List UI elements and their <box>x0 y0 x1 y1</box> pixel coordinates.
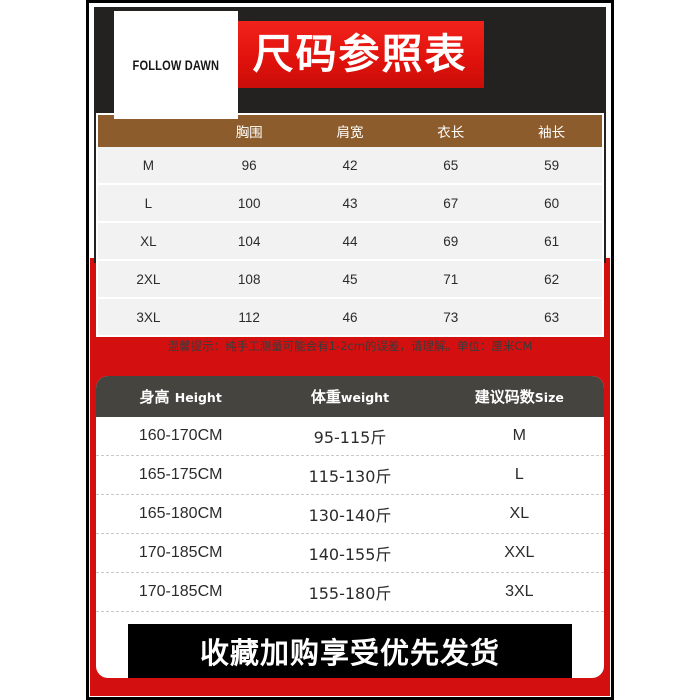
rec-cell-size: XL <box>509 505 530 522</box>
size-table: 胸围 肩宽 衣长 袖长 M 96 42 65 59 L 100 43 <box>98 115 602 335</box>
rec-col-header-weight: 体重weight <box>265 386 434 407</box>
brand-logo-text: FOLLOW DAWN <box>132 57 220 73</box>
cell-size: 2XL <box>98 260 199 299</box>
rec-header-height-en: Height <box>174 390 222 405</box>
size-table-header-row: 胸围 肩宽 衣长 袖长 <box>98 115 602 147</box>
rec-cell-size: 3XL <box>505 583 534 600</box>
cell-length: 65 <box>400 147 502 185</box>
cell-bust: 100 <box>198 184 300 223</box>
rec-cell-weight: 140-155斤 <box>308 545 392 564</box>
size-table-container: 胸围 肩宽 衣长 袖长 M 96 42 65 59 L 100 43 <box>96 113 604 337</box>
cell-shoulder: 45 <box>299 260 401 299</box>
cell-size: M <box>98 147 199 185</box>
cell-shoulder: 43 <box>299 184 401 223</box>
table-row: 2XL 108 45 71 62 <box>98 260 602 299</box>
size-col-header-sleeve: 袖长 <box>501 115 602 147</box>
cell-sleeve: 62 <box>501 260 602 299</box>
cell-bust: 96 <box>198 147 300 185</box>
size-table-head: 胸围 肩宽 衣长 袖长 <box>98 115 602 147</box>
promo-banner: 收藏加购享受优先发货 <box>128 624 572 678</box>
cell-length: 71 <box>400 260 502 299</box>
size-table-body: M 96 42 65 59 L 100 43 67 60 XL 104 44 <box>98 147 602 335</box>
rec-cell-weight: 155-180斤 <box>308 584 392 603</box>
rec-header-size-en: Size <box>534 390 564 405</box>
cell-length: 67 <box>400 184 502 223</box>
rec-header-height-cn: 身高 <box>139 388 175 406</box>
page-title: 尺码参照表 <box>252 30 468 78</box>
rec-col-header-size: 建议码数Size <box>435 386 604 407</box>
rec-header-size-cn: 建议码数 <box>474 388 535 406</box>
cell-size: 3XL <box>98 298 199 335</box>
size-col-header-bust: 胸围 <box>198 115 300 147</box>
cell-sleeve: 60 <box>501 184 602 223</box>
table-row: M 96 42 65 59 <box>98 147 602 185</box>
rec-cell-height: 165-180CM <box>138 505 223 522</box>
cell-bust: 108 <box>198 260 300 299</box>
cell-shoulder: 44 <box>299 222 401 261</box>
promo-banner-text: 收藏加购享受优先发货 <box>199 636 500 670</box>
rec-cell-size: L <box>514 466 524 483</box>
cell-sleeve: 59 <box>501 147 602 185</box>
rec-cell-size: XXL <box>504 544 535 561</box>
rec-cell-height: 165-175CM <box>138 466 223 483</box>
cell-shoulder: 46 <box>299 298 401 335</box>
rec-cell-height: 170-185CM <box>138 583 223 600</box>
rec-cell-weight: 115-130斤 <box>308 467 392 486</box>
rec-cell-height: 170-185CM <box>138 544 223 561</box>
rec-header-weight-en: weight <box>340 390 390 405</box>
rec-cell-weight: 95-115斤 <box>313 428 387 447</box>
cell-bust: 104 <box>198 222 300 261</box>
recommendation-table-header-row: 身高 Height 体重weight 建议码数Size <box>96 376 604 417</box>
cell-length: 69 <box>400 222 502 261</box>
size-col-header-length: 衣长 <box>400 115 502 147</box>
list-item: 170-185CM 140-155斤 XXL <box>96 534 604 573</box>
rec-header-weight-cn: 体重 <box>310 388 341 406</box>
list-item: 170-185CM 155-180斤 3XL <box>96 573 604 612</box>
table-row: L 100 43 67 60 <box>98 184 602 223</box>
poster-frame: 尺码参照表 FOLLOW DAWN 胸围 肩宽 衣长 袖长 M 96 42 <box>86 0 614 700</box>
rec-cell-height: 160-170CM <box>138 427 223 444</box>
measurement-note: 温馨提示：纯手工测量可能会有1-2cm的误差，请理解。单位：厘米CM <box>167 339 533 353</box>
cell-size: L <box>98 184 199 223</box>
list-item: 160-170CM 95-115斤 M <box>96 417 604 456</box>
cell-length: 73 <box>400 298 502 335</box>
cell-sleeve: 61 <box>501 222 602 261</box>
cell-size: XL <box>98 222 199 261</box>
rec-cell-weight: 130-140斤 <box>308 506 392 525</box>
rec-cell-size: M <box>512 427 526 444</box>
cell-shoulder: 42 <box>299 147 401 185</box>
brand-logo: FOLLOW DAWN <box>114 11 238 119</box>
size-col-header-shoulder: 肩宽 <box>299 115 401 147</box>
size-col-header-size <box>98 115 199 147</box>
cell-sleeve: 63 <box>501 298 602 335</box>
list-item: 165-180CM 130-140斤 XL <box>96 495 604 534</box>
rec-col-header-height: 身高 Height <box>96 386 265 407</box>
cell-bust: 112 <box>198 298 300 335</box>
table-row: 3XL 112 46 73 63 <box>98 298 602 335</box>
table-row: XL 104 44 69 61 <box>98 222 602 261</box>
list-item: 165-175CM 115-130斤 L <box>96 456 604 495</box>
title-banner: 尺码参照表 <box>236 21 484 88</box>
